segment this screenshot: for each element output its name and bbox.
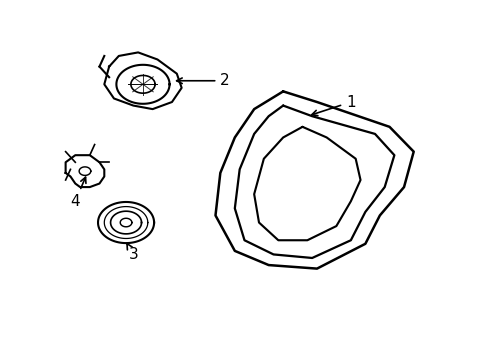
Text: 2: 2 — [176, 73, 229, 88]
Text: 4: 4 — [70, 177, 86, 209]
Text: 1: 1 — [311, 95, 355, 116]
Text: 3: 3 — [126, 243, 138, 262]
